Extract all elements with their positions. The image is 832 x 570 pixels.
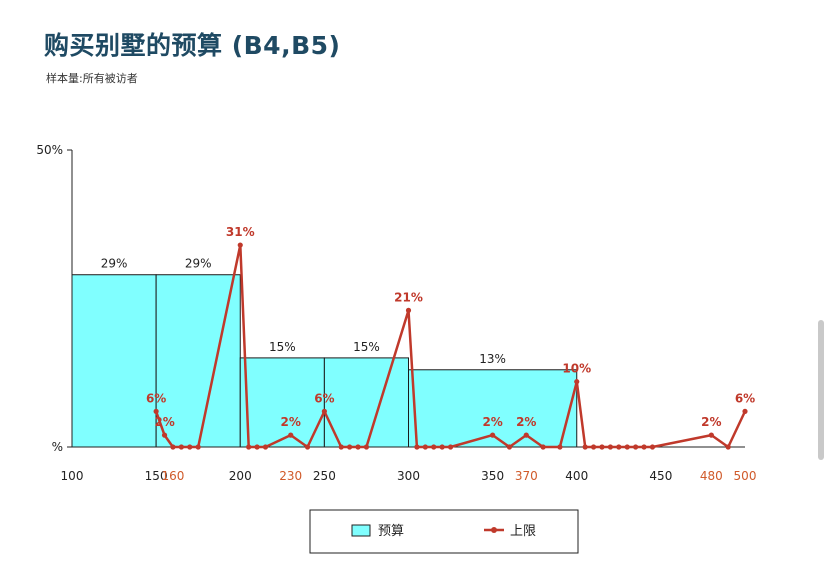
y-tick-label: 50% (36, 143, 63, 157)
limit-point (540, 444, 546, 450)
limit-value-label: 6% (146, 391, 166, 405)
x-tick-label: 300 (397, 469, 420, 483)
limit-point (237, 242, 243, 248)
limit-point (624, 444, 630, 450)
limit-point (447, 444, 454, 450)
x-tick-label: 150 (145, 469, 168, 483)
limit-value-label: 2% (482, 415, 502, 429)
legend-marker-limit (491, 527, 497, 533)
limit-value-label: 6% (735, 391, 755, 405)
limit-point (262, 444, 269, 450)
x-tick-label: 500 (734, 469, 757, 483)
legend-box (309, 509, 579, 554)
limit-value-label: 2% (516, 415, 536, 429)
limit-point (304, 444, 311, 450)
x-tick-label: 160 (161, 469, 184, 483)
sample-subtitle: 样本量:所有被访者 (46, 72, 138, 85)
x-tick-label: 370 (515, 469, 538, 483)
x-tick-label: 250 (313, 469, 336, 483)
limit-point (574, 379, 580, 385)
limit-point (254, 444, 260, 450)
x-tick-label: 480 (700, 469, 723, 483)
line-layer (153, 242, 748, 450)
bar-value-label: 15% (269, 340, 296, 354)
limit-point (708, 432, 714, 438)
limit-point (599, 444, 605, 450)
legend: 预算 上限 (309, 509, 579, 554)
x-tick-label: 450 (649, 469, 672, 483)
x-tick-label: 230 (279, 469, 302, 483)
limit-point (649, 444, 656, 450)
limit-point (246, 444, 252, 450)
limit-point (338, 444, 344, 450)
limit-point (414, 444, 420, 450)
bars-layer (71, 274, 578, 448)
scrollbar[interactable] (818, 320, 824, 460)
limit-point (490, 432, 496, 438)
legend-label-limit: 上限 (510, 524, 536, 539)
limit-value-label: 2% (281, 415, 301, 429)
limit-value-label: 6% (314, 391, 334, 405)
limit-point (523, 432, 529, 438)
x-tick-label: 350 (481, 469, 504, 483)
x-tick-label: 400 (565, 469, 588, 483)
bar-value-label: 15% (353, 340, 380, 354)
limit-point (607, 444, 614, 450)
limit-point (347, 444, 353, 450)
limit-point (405, 307, 412, 313)
page-title: 购买别墅的预算 (B4,B5) (44, 31, 341, 60)
limit-point (153, 408, 159, 414)
limit-point (590, 444, 597, 450)
limit-value-label: 2% (154, 415, 174, 429)
budget-bar-3 (323, 357, 409, 448)
x-tick-label: 100 (61, 469, 84, 483)
budget-bar-0 (71, 274, 157, 448)
limit-point (422, 444, 428, 450)
limit-point (288, 432, 294, 438)
bar-value-label: 13% (479, 352, 506, 366)
limit-point (506, 444, 513, 450)
limit-point (161, 432, 168, 438)
limit-point (178, 444, 184, 450)
legend-swatch-budget (351, 524, 371, 537)
budget-bar-2 (239, 357, 325, 448)
limit-point (616, 444, 622, 450)
limit-point (742, 408, 748, 414)
y-tick-label: % (52, 440, 63, 454)
x-tick-label: 200 (229, 469, 252, 483)
limit-value-label: 21% (394, 290, 423, 304)
limit-point (195, 444, 201, 450)
limit-point (725, 444, 731, 450)
limit-value-label: 10% (562, 362, 591, 376)
limit-point (439, 444, 445, 450)
limit-point (170, 444, 176, 450)
limit-point (582, 444, 588, 450)
bar-value-label: 29% (101, 257, 128, 271)
limit-point (633, 444, 639, 450)
limit-point (187, 444, 193, 450)
limit-point (363, 444, 370, 450)
legend-label-budget: 预算 (378, 524, 404, 539)
limit-value-label: 2% (701, 415, 721, 429)
limit-point (321, 408, 327, 414)
labels-layer: 29% 29% 15% 15% 13% 6% 2% 31% 2% 6% 21% 2% 2% 10% 2% 6% (101, 225, 755, 429)
limit-point (355, 444, 361, 450)
limit-point (641, 444, 647, 450)
limit-point (557, 444, 563, 450)
limit-value-label: 31% (226, 225, 255, 239)
limit-point (431, 444, 437, 450)
bar-value-label: 29% (185, 257, 212, 271)
